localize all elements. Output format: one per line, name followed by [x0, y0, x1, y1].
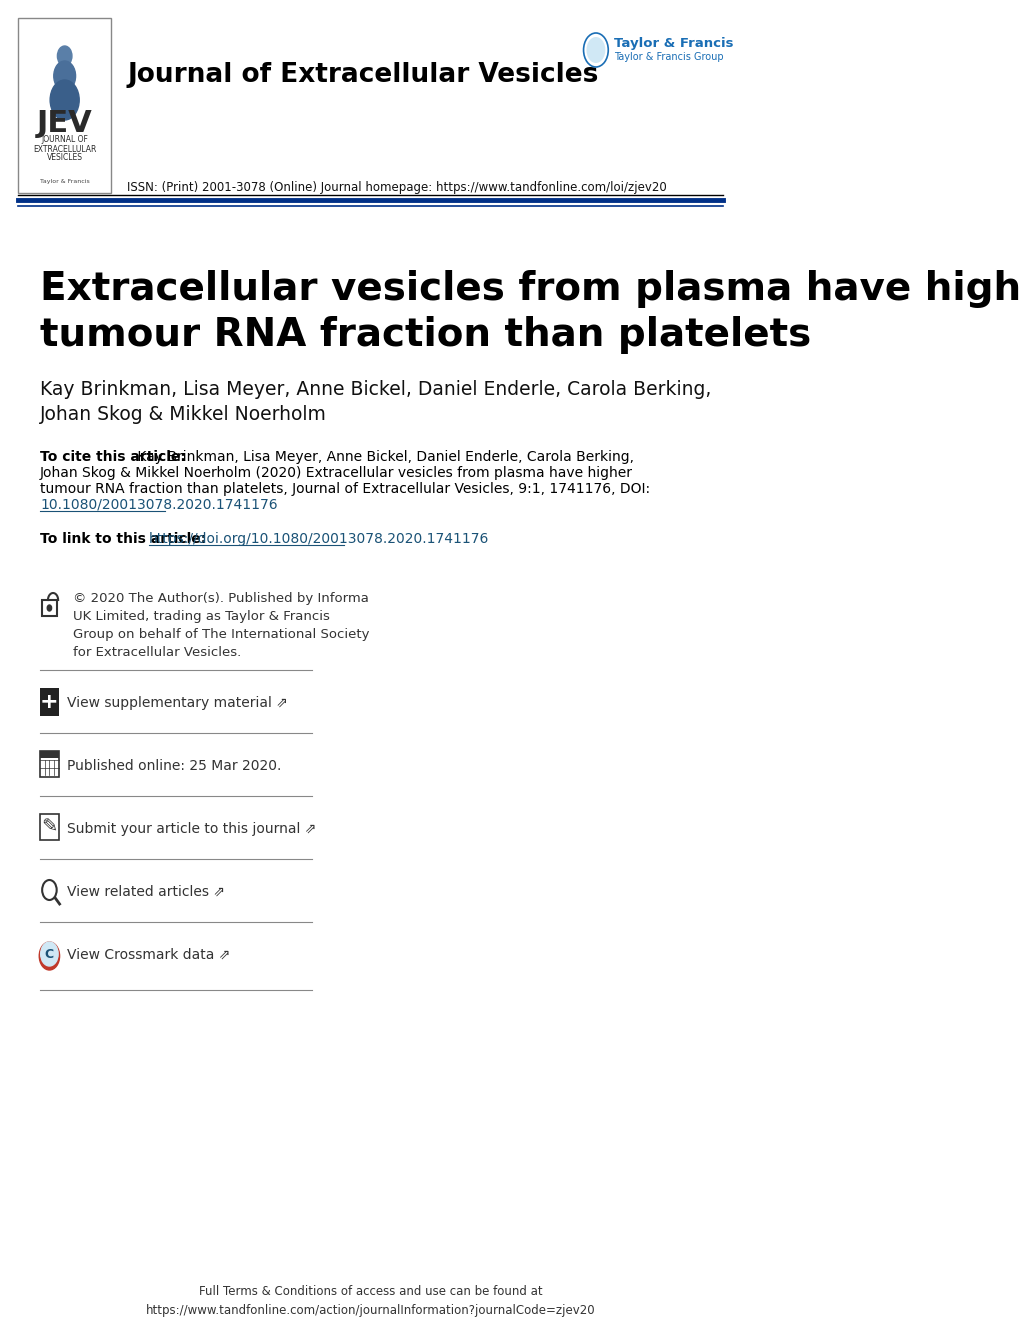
Circle shape [39, 943, 59, 969]
Bar [42, 600, 57, 616]
Text: View related articles ⇗: View related articles ⇗ [67, 885, 224, 898]
Text: © 2020 The Author(s). Published by Informa
UK Limited, trading as Taylor & Franc: © 2020 The Author(s). Published by Infor… [72, 592, 369, 659]
Text: VESICLES: VESICLES [47, 154, 83, 162]
Text: View Crossmark data ⇗: View Crossmark data ⇗ [67, 948, 230, 961]
Circle shape [54, 62, 75, 91]
Text: ✎: ✎ [41, 818, 57, 837]
Circle shape [42, 880, 57, 900]
Text: https://doi.org/10.1080/20013078.2020.1741176: https://doi.org/10.1080/20013078.2020.17… [149, 532, 489, 546]
Text: C: C [45, 948, 54, 960]
Text: Extracellular vesicles from plasma have higher
tumour RNA fraction than platelet: Extracellular vesicles from plasma have … [40, 270, 1019, 353]
Text: Published online: 25 Mar 2020.: Published online: 25 Mar 2020. [67, 759, 281, 773]
Text: Kay Brinkman, Lisa Meyer, Anne Bickel, Daniel Enderle, Carola Berking,: Kay Brinkman, Lisa Meyer, Anne Bickel, D… [132, 450, 634, 465]
Text: ISSN: (Print) 2001-3078 (Online) Journal homepage: https://www.tandfonline.com/l: ISSN: (Print) 2001-3078 (Online) Journal… [127, 181, 666, 194]
Text: Full Terms & Conditions of access and use can be found at
https://www.tandfonlin: Full Terms & Conditions of access and us… [146, 1285, 595, 1318]
Circle shape [583, 33, 607, 67]
Text: Submit your article to this journal ⇗: Submit your article to this journal ⇗ [67, 822, 316, 836]
Text: Taylor & Francis Group: Taylor & Francis Group [613, 52, 723, 62]
Text: View supplementary material ⇗: View supplementary material ⇗ [67, 696, 287, 710]
Circle shape [50, 80, 79, 121]
Text: Johan Skog & Mikkel Noerholm (2020) Extracellular vesicles from plasma have high: Johan Skog & Mikkel Noerholm (2020) Extr… [40, 466, 633, 479]
Circle shape [586, 37, 604, 63]
Text: To cite this article:: To cite this article: [40, 450, 185, 465]
Bar [40, 751, 59, 758]
Text: JEV: JEV [37, 108, 93, 138]
Bar [40, 751, 59, 777]
Text: tumour RNA fraction than platelets, Journal of Extracellular Vesicles, 9:1, 1741: tumour RNA fraction than platelets, Jour… [40, 482, 649, 495]
Text: +: + [40, 692, 59, 712]
Bar [40, 814, 59, 840]
Text: 10.1080/20013078.2020.1741176: 10.1080/20013078.2020.1741176 [40, 498, 277, 511]
Text: Kay Brinkman, Lisa Meyer, Anne Bickel, Daniel Enderle, Carola Berking,
Johan Sko: Kay Brinkman, Lisa Meyer, Anne Bickel, D… [40, 380, 710, 424]
Bar [18, 17, 111, 193]
Circle shape [57, 46, 72, 66]
Text: EXTRACELLULAR: EXTRACELLULAR [33, 145, 96, 154]
Text: To link to this article:: To link to this article: [40, 532, 211, 546]
Circle shape [41, 943, 58, 965]
Text: Taylor & Francis: Taylor & Francis [40, 178, 90, 183]
Text: Taylor & Francis: Taylor & Francis [613, 36, 733, 50]
Bar [40, 688, 59, 716]
Circle shape [47, 605, 52, 611]
Text: Journal of Extracellular Vesicles: Journal of Extracellular Vesicles [127, 62, 598, 88]
Text: JOURNAL OF: JOURNAL OF [41, 135, 88, 145]
